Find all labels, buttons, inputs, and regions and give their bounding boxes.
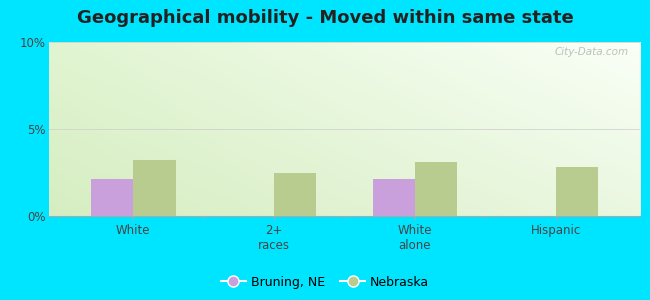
Legend: Bruning, NE, Nebraska: Bruning, NE, Nebraska	[216, 271, 434, 294]
Text: Geographical mobility - Moved within same state: Geographical mobility - Moved within sam…	[77, 9, 573, 27]
Bar	[415, 162, 457, 216]
Bar	[372, 179, 415, 216]
Bar	[556, 167, 598, 216]
Bar	[133, 160, 176, 216]
Bar	[274, 172, 317, 216]
Text: City-Data.com: City-Data.com	[554, 47, 629, 57]
Bar	[91, 179, 133, 216]
